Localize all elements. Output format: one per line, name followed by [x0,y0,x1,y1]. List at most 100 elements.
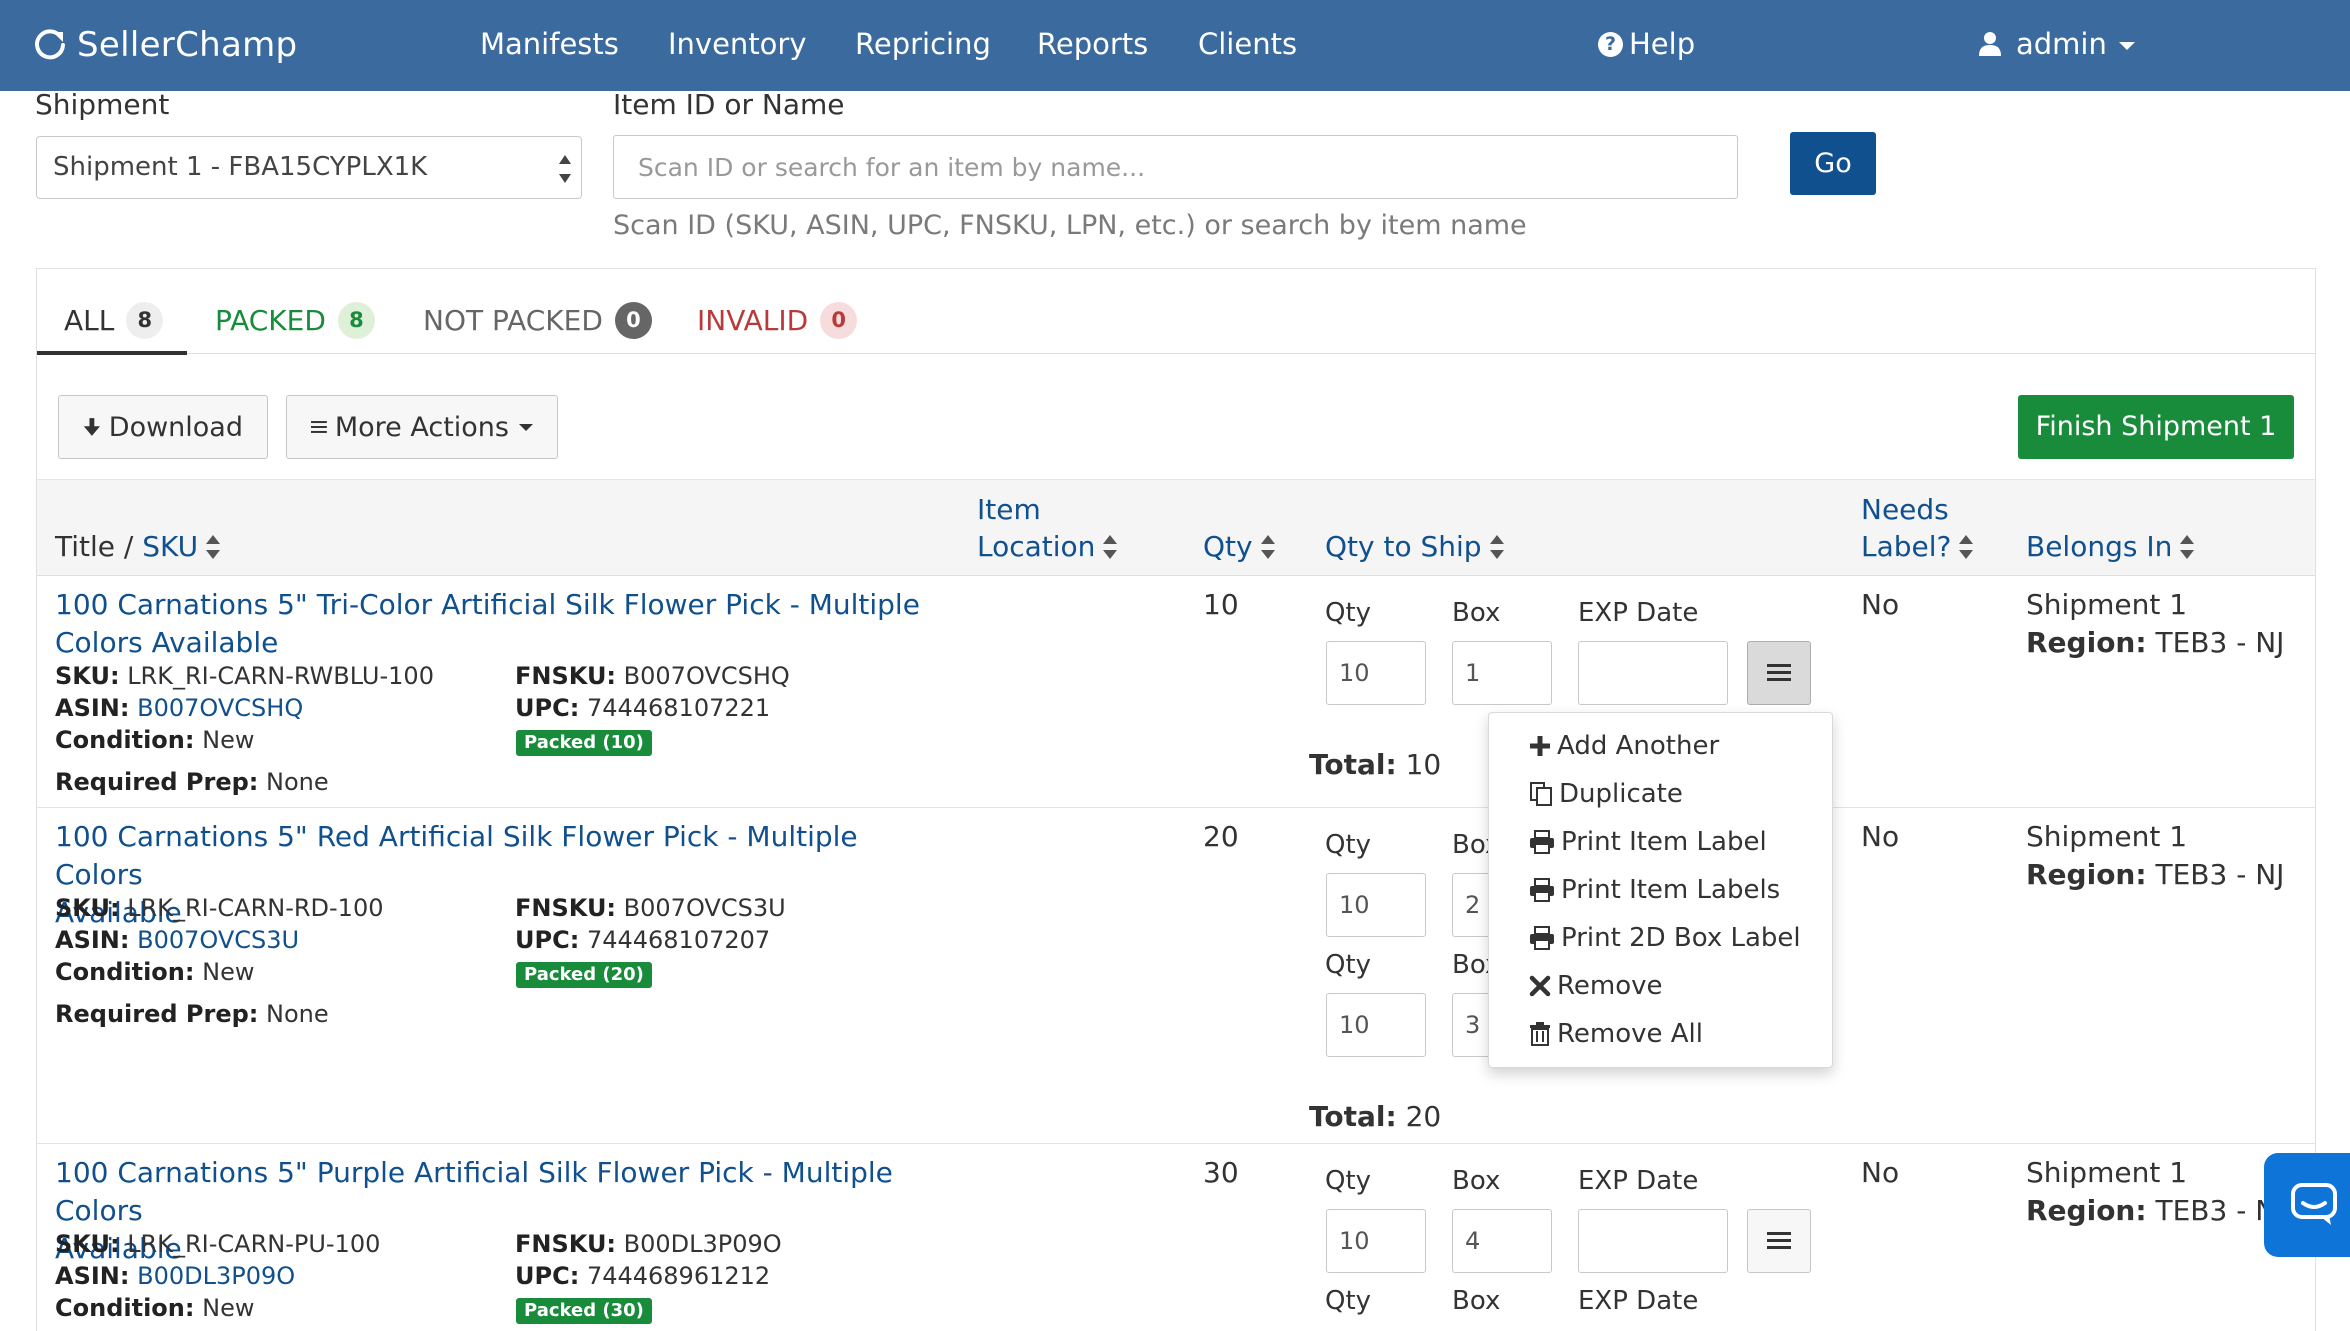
select-arrows-icon [559,155,571,183]
upc-meta: UPC: 744468107207 [515,924,770,956]
upc-value: 744468107221 [586,694,771,722]
chat-widget-button[interactable] [2264,1153,2350,1257]
qty-input[interactable]: 10 [1326,1209,1426,1273]
item-title-link[interactable]: 100 Carnations 5" Purple Artificial Silk… [55,1154,935,1268]
fnsku-meta: FNSKU: B007OVCS3U [515,892,786,924]
menu-print-2d-box-label[interactable]: Print 2D Box Label [1529,918,1801,958]
shipment-select-value: Shipment 1 - FBA15CYPLX1K [53,152,428,182]
item-title-link[interactable]: 100 Carnations 5" Red Artificial Silk Fl… [55,818,935,932]
exp-date-input[interactable] [1578,641,1728,705]
qty-input[interactable]: 10 [1326,993,1426,1057]
col-title-sku[interactable]: Title / SKU [55,528,221,565]
menu-remove[interactable]: Remove [1529,966,1663,1006]
col-item-location-line1: Item [977,493,1041,526]
region-value: Region: TEB3 - NJ [2026,625,2284,661]
row-divider [37,807,2315,808]
menu-print-item-labels[interactable]: Print Item Labels [1529,870,1780,910]
item-search-input[interactable] [613,135,1738,199]
condition-key: Condition: [55,1294,195,1322]
user-menu[interactable]: admin [1978,22,2135,66]
col-qty-to-ship[interactable]: Qty to Ship [1325,528,1504,565]
asin-link[interactable]: B00DL3P09O [137,1262,296,1290]
col-item-location[interactable]: Item Location [977,491,1118,565]
packed-badge: Packed (20) [516,962,652,988]
fnsku-meta: FNSKU: B00DL3P09O [515,1228,782,1260]
more-actions-button[interactable]: More Actions [286,395,558,459]
tab-packed[interactable]: PACKED 8 [215,298,375,342]
asin-meta: ASIN: B007OVCSHQ [55,692,303,724]
download-button[interactable]: Download [58,395,268,459]
box-input[interactable]: 4 [1452,1209,1552,1273]
finish-shipment-button[interactable]: Finish Shipment 1 [2018,395,2294,459]
required-prep-key: Required Prep: [55,768,259,796]
brand-logo[interactable]: SellerChamp [33,18,297,72]
sort-icon [2180,535,2195,559]
asin-link[interactable]: B007OVCS3U [137,926,300,954]
nav-inventory[interactable]: Inventory [668,27,807,61]
exp-date-sublabel: EXP Date [1578,598,1699,628]
region-text: TEB3 - NJ [2155,626,2285,659]
qty-input[interactable]: 10 [1326,641,1426,705]
sort-icon [1260,535,1275,559]
box-input[interactable]: 1 [1452,641,1552,705]
tab-all[interactable]: ALL 8 [64,298,164,342]
row-actions-button[interactable] [1747,1209,1811,1273]
tab-all-label: ALL [64,303,115,337]
menu-remove-all[interactable]: Remove All [1529,1014,1703,1054]
col-qty[interactable]: Qty [1203,528,1275,565]
item-title-link[interactable]: 100 Carnations 5" Tri-Color Artificial S… [55,586,935,662]
total-value: 10 [1405,748,1442,781]
belongs-in-value: Shipment 1 [2026,1156,2188,1189]
tab-invalid[interactable]: INVALID 0 [697,298,858,342]
item-title-line2: Colors Available [55,626,279,659]
asin-key: ASIN: [55,1262,130,1290]
menu-duplicate[interactable]: Duplicate [1529,774,1683,814]
shipment-select[interactable]: Shipment 1 - FBA15CYPLX1K [36,136,582,199]
qty-sublabel: Qty [1325,830,1372,860]
row-actions-button[interactable] [1747,641,1811,705]
total-key: Total: [1309,1100,1397,1133]
region-text: TEB3 - NJ [2155,858,2285,891]
print-icon [1530,926,1554,950]
exp-date-input[interactable] [1578,1209,1728,1273]
sku-meta: SKU: LRK_RI-CARN-RD-100 [55,892,383,924]
menu-print-item-label[interactable]: Print Item Label [1529,822,1767,862]
sort-icon [1959,535,1974,559]
times-icon [1529,975,1551,997]
menu-add-another[interactable]: Add Another [1529,726,1719,766]
refresh-logo-icon [35,29,65,60]
help-link[interactable]: ? Help [1598,22,1695,66]
tab-not-packed[interactable]: NOT PACKED 0 [423,298,652,342]
sku-meta: SKU: LRK_RI-CARN-PU-100 [55,1228,380,1260]
total-qty: Total: 10 [1309,747,1441,783]
needs-label-value: No [1861,820,1900,853]
box-sublabel: Box [1452,1166,1501,1196]
menu-add-another-label: Add Another [1557,731,1720,761]
menu-remove-label: Remove [1557,971,1663,1001]
col-title-label: Title / [55,530,134,563]
nav-clients[interactable]: Clients [1198,27,1298,61]
go-button[interactable]: Go [1790,132,1876,195]
needs-label-value: No [1861,1156,1900,1189]
col-needs-label-line2: Label? [1861,530,1952,563]
col-belongs-in[interactable]: Belongs In [2026,528,2195,565]
upc-value: 744468107207 [586,926,771,954]
upc-value: 744468961212 [586,1262,771,1290]
qty-input[interactable]: 10 [1326,873,1426,937]
condition-value: New [202,958,255,986]
menu-print-item-labels-text: Print Item Labels [1561,875,1781,905]
fnsku-value: B007OVCS3U [623,894,786,922]
trash-icon [1530,1022,1550,1046]
table-header [37,479,2315,576]
nav-reports[interactable]: Reports [1037,27,1149,61]
active-tab-indicator [37,351,187,355]
qty-value: 20 [1203,820,1239,853]
arrow-down-icon [83,418,100,436]
condition-key: Condition: [55,958,195,986]
nav-repricing[interactable]: Repricing [855,27,991,61]
asin-link[interactable]: B007OVCSHQ [137,694,304,722]
question-circle-icon: ? [1598,31,1623,57]
col-needs-label[interactable]: Needs Label? [1861,491,1974,565]
brand-name: SellerChamp [77,25,298,65]
nav-manifests[interactable]: Manifests [480,27,619,61]
